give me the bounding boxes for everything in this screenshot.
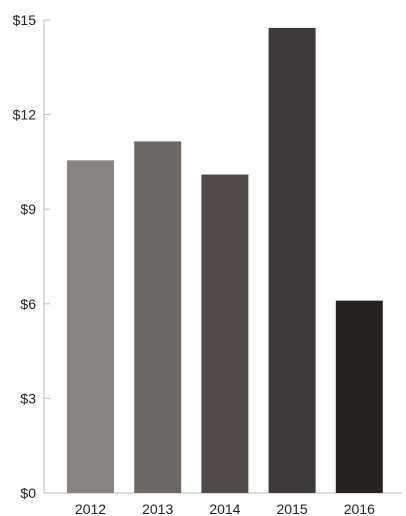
bar-2014 bbox=[201, 174, 249, 493]
x-tick-label: 2014 bbox=[209, 501, 240, 516]
bars bbox=[67, 27, 383, 494]
y-tick-labels: $0 $3 $6 $9 $12 $15 bbox=[13, 12, 37, 501]
bar-2013 bbox=[134, 141, 182, 494]
y-axis bbox=[43, 19, 50, 494]
y-tick-label: $0 bbox=[20, 485, 36, 501]
x-tick-labels: 2012 2013 2014 2015 2016 bbox=[75, 501, 375, 516]
x-tick-label: 2016 bbox=[344, 501, 375, 516]
x-tick-label: 2012 bbox=[75, 501, 106, 516]
y-tick-label: $9 bbox=[20, 201, 36, 217]
bar-2012 bbox=[67, 160, 114, 493]
x-tick-label: 2015 bbox=[277, 501, 308, 516]
y-tick-label: $15 bbox=[13, 12, 37, 28]
x-tick-label: 2013 bbox=[142, 501, 173, 516]
y-tick-label: $12 bbox=[13, 107, 37, 123]
bar-2015 bbox=[268, 27, 316, 494]
y-tick-label: $6 bbox=[20, 296, 36, 312]
bar-2016 bbox=[335, 300, 383, 493]
y-tick-label: $3 bbox=[20, 390, 36, 406]
